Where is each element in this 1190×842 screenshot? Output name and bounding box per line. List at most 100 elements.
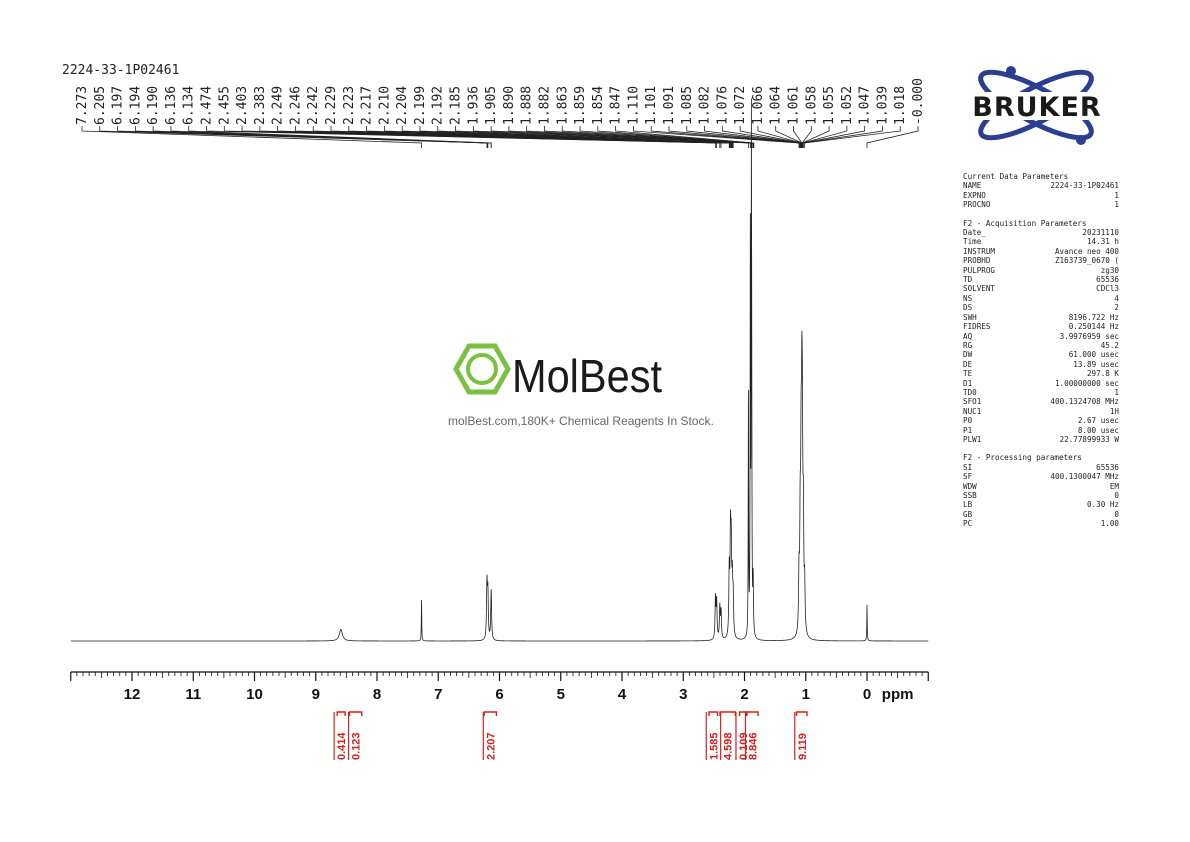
integral-bracket: [483, 711, 498, 716]
peak-label: 1.854: [591, 86, 606, 125]
peak-label: 7.273: [75, 86, 90, 125]
acq-param-key: INSTRUM: [963, 246, 996, 256]
peak-label-connector: [81, 126, 422, 148]
acq-param-key: SWH: [963, 312, 977, 322]
acq-param-value: zg30: [1100, 265, 1119, 275]
peak-label: 2.383: [253, 86, 268, 125]
acq-param-value: 297.8 K: [1086, 369, 1119, 379]
x-tick-label: 4: [618, 686, 627, 703]
acq-param-key: D1: [963, 378, 973, 388]
acq-param-row: Date_ 20231110: [963, 228, 1119, 237]
integral-value: 4.598: [723, 732, 735, 760]
proc-param-value: 65536: [1096, 462, 1119, 472]
acq-param-value: 400.1324708 MHz: [1050, 397, 1119, 407]
peak-label: 1.859: [573, 86, 588, 125]
acq-param-key: P0: [963, 416, 973, 426]
acq-param-value: 45.2: [1100, 340, 1119, 350]
acq-param-key: SFO1: [963, 397, 982, 407]
acq-param-key: PLW1: [963, 434, 982, 444]
x-tick-label: 5: [557, 686, 565, 703]
spectrum-trace: [70, 98, 929, 642]
acq-param-row: TE 297.8 K: [963, 369, 1119, 378]
peak-label-connector: [802, 126, 866, 148]
peak-label-connector: [544, 126, 753, 148]
acq-param-row: SWH 8196.722 Hz: [963, 313, 1119, 322]
peak-label-connector: [757, 126, 803, 148]
peak-label: 1.936: [466, 86, 481, 125]
proc-param-value: EM: [1109, 481, 1119, 491]
peak-label: 1.905: [484, 86, 499, 125]
proc-param-key: LB: [963, 500, 973, 510]
watermark-tagline: molBest.com,180K+ Chemical Reagents In S…: [448, 414, 714, 428]
acq-param-value: 8.00 usec: [1077, 425, 1119, 435]
acq-param-key: Time: [963, 237, 982, 247]
peak-label: 6.136: [164, 86, 179, 125]
peak-label: 1.061: [786, 86, 801, 125]
current-param-value: 1: [1114, 190, 1119, 200]
acq-param-value: 3.9976959 sec: [1059, 331, 1119, 341]
peak-label: 6.205: [93, 86, 108, 125]
peak-label: 2.199: [413, 86, 428, 125]
peak-label-connector: [633, 126, 800, 148]
acq-param-value: 1H: [1109, 406, 1119, 416]
acq-param-key: DS: [963, 303, 973, 313]
integral-value: 2.207: [485, 732, 497, 760]
x-tick-label: 9: [312, 686, 320, 703]
x-tick-label: 10: [246, 686, 263, 703]
acq-param-value: 8196.722 Hz: [1068, 312, 1119, 322]
integral-bracket: [348, 711, 363, 716]
acq-param-key: FIDRES: [963, 322, 991, 332]
x-tick-label: 0: [863, 686, 871, 703]
peak-label-group: 7.273 6.205 6.197 6.194 6.190 6.136 6.134 2.474…: [75, 78, 926, 148]
integral-bracket: [336, 711, 346, 716]
proc-param-row: SI 65536: [963, 463, 1119, 472]
peak-label: 1.085: [680, 86, 695, 125]
proc-param-key: SF: [963, 472, 973, 482]
acq-param-value: 20231110: [1082, 228, 1119, 238]
proc-param-row: WDW EM: [963, 482, 1119, 491]
peak-label-connector: [802, 126, 883, 148]
peak-label: 1.052: [840, 86, 855, 125]
proc-param-row: LB 0.30 Hz: [963, 500, 1119, 509]
integral-value: 0.123: [351, 732, 363, 760]
peak-label: 2.217: [360, 86, 375, 125]
peak-label: 2.474: [200, 86, 215, 125]
peak-label-connector: [490, 126, 751, 148]
peak-label-connector: [188, 126, 492, 148]
peak-label-connector: [804, 126, 901, 148]
peak-label: 1.072: [733, 86, 748, 125]
acq-param-row: NS 4: [963, 294, 1119, 303]
integral-value: 1.585: [708, 732, 720, 760]
acq-param-row: FIDRES 0.250144 Hz: [963, 322, 1119, 331]
acq-param-key: RG: [963, 340, 973, 350]
bruker-logo: BRUKER: [955, 62, 1120, 157]
proc-param-row: SF 400.1300047 MHz: [963, 472, 1119, 481]
acq-param-key: PROBHD: [963, 256, 991, 266]
peak-label-connector: [802, 126, 848, 148]
proc-param-value: 400.1300047 MHz: [1050, 472, 1119, 482]
integral-bracket: [719, 711, 737, 716]
peak-label: 1.863: [555, 86, 570, 125]
acq-param-key: NUC1: [963, 406, 982, 416]
x-axis-label: ppm: [882, 686, 914, 703]
svg-text:MolBest: MolBest: [512, 350, 662, 402]
peak-label-connector: [650, 126, 800, 148]
x-tick-label: 2: [740, 686, 748, 703]
peak-label: 1.058: [804, 86, 819, 125]
acq-param-key: Date_: [963, 228, 986, 238]
acq-param-row: TD 65536: [963, 275, 1119, 284]
peak-label-connector: [597, 126, 754, 148]
acq-param-value: 1: [1114, 387, 1119, 397]
peak-label: 2.246: [288, 86, 303, 125]
acq-param-value: 22.77899933 W: [1059, 434, 1119, 444]
acq-param-key: P1: [963, 425, 973, 435]
peak-label: 2.229: [324, 86, 339, 125]
peak-label-connector: [615, 126, 755, 148]
current-param-row: PROCNO 1: [963, 200, 1119, 209]
acq-param-value: 61.000 usec: [1068, 350, 1119, 360]
x-tick-label: 1: [802, 686, 810, 703]
peak-label: 1.882: [537, 86, 552, 125]
proc-param-row: SSB 0: [963, 491, 1119, 500]
